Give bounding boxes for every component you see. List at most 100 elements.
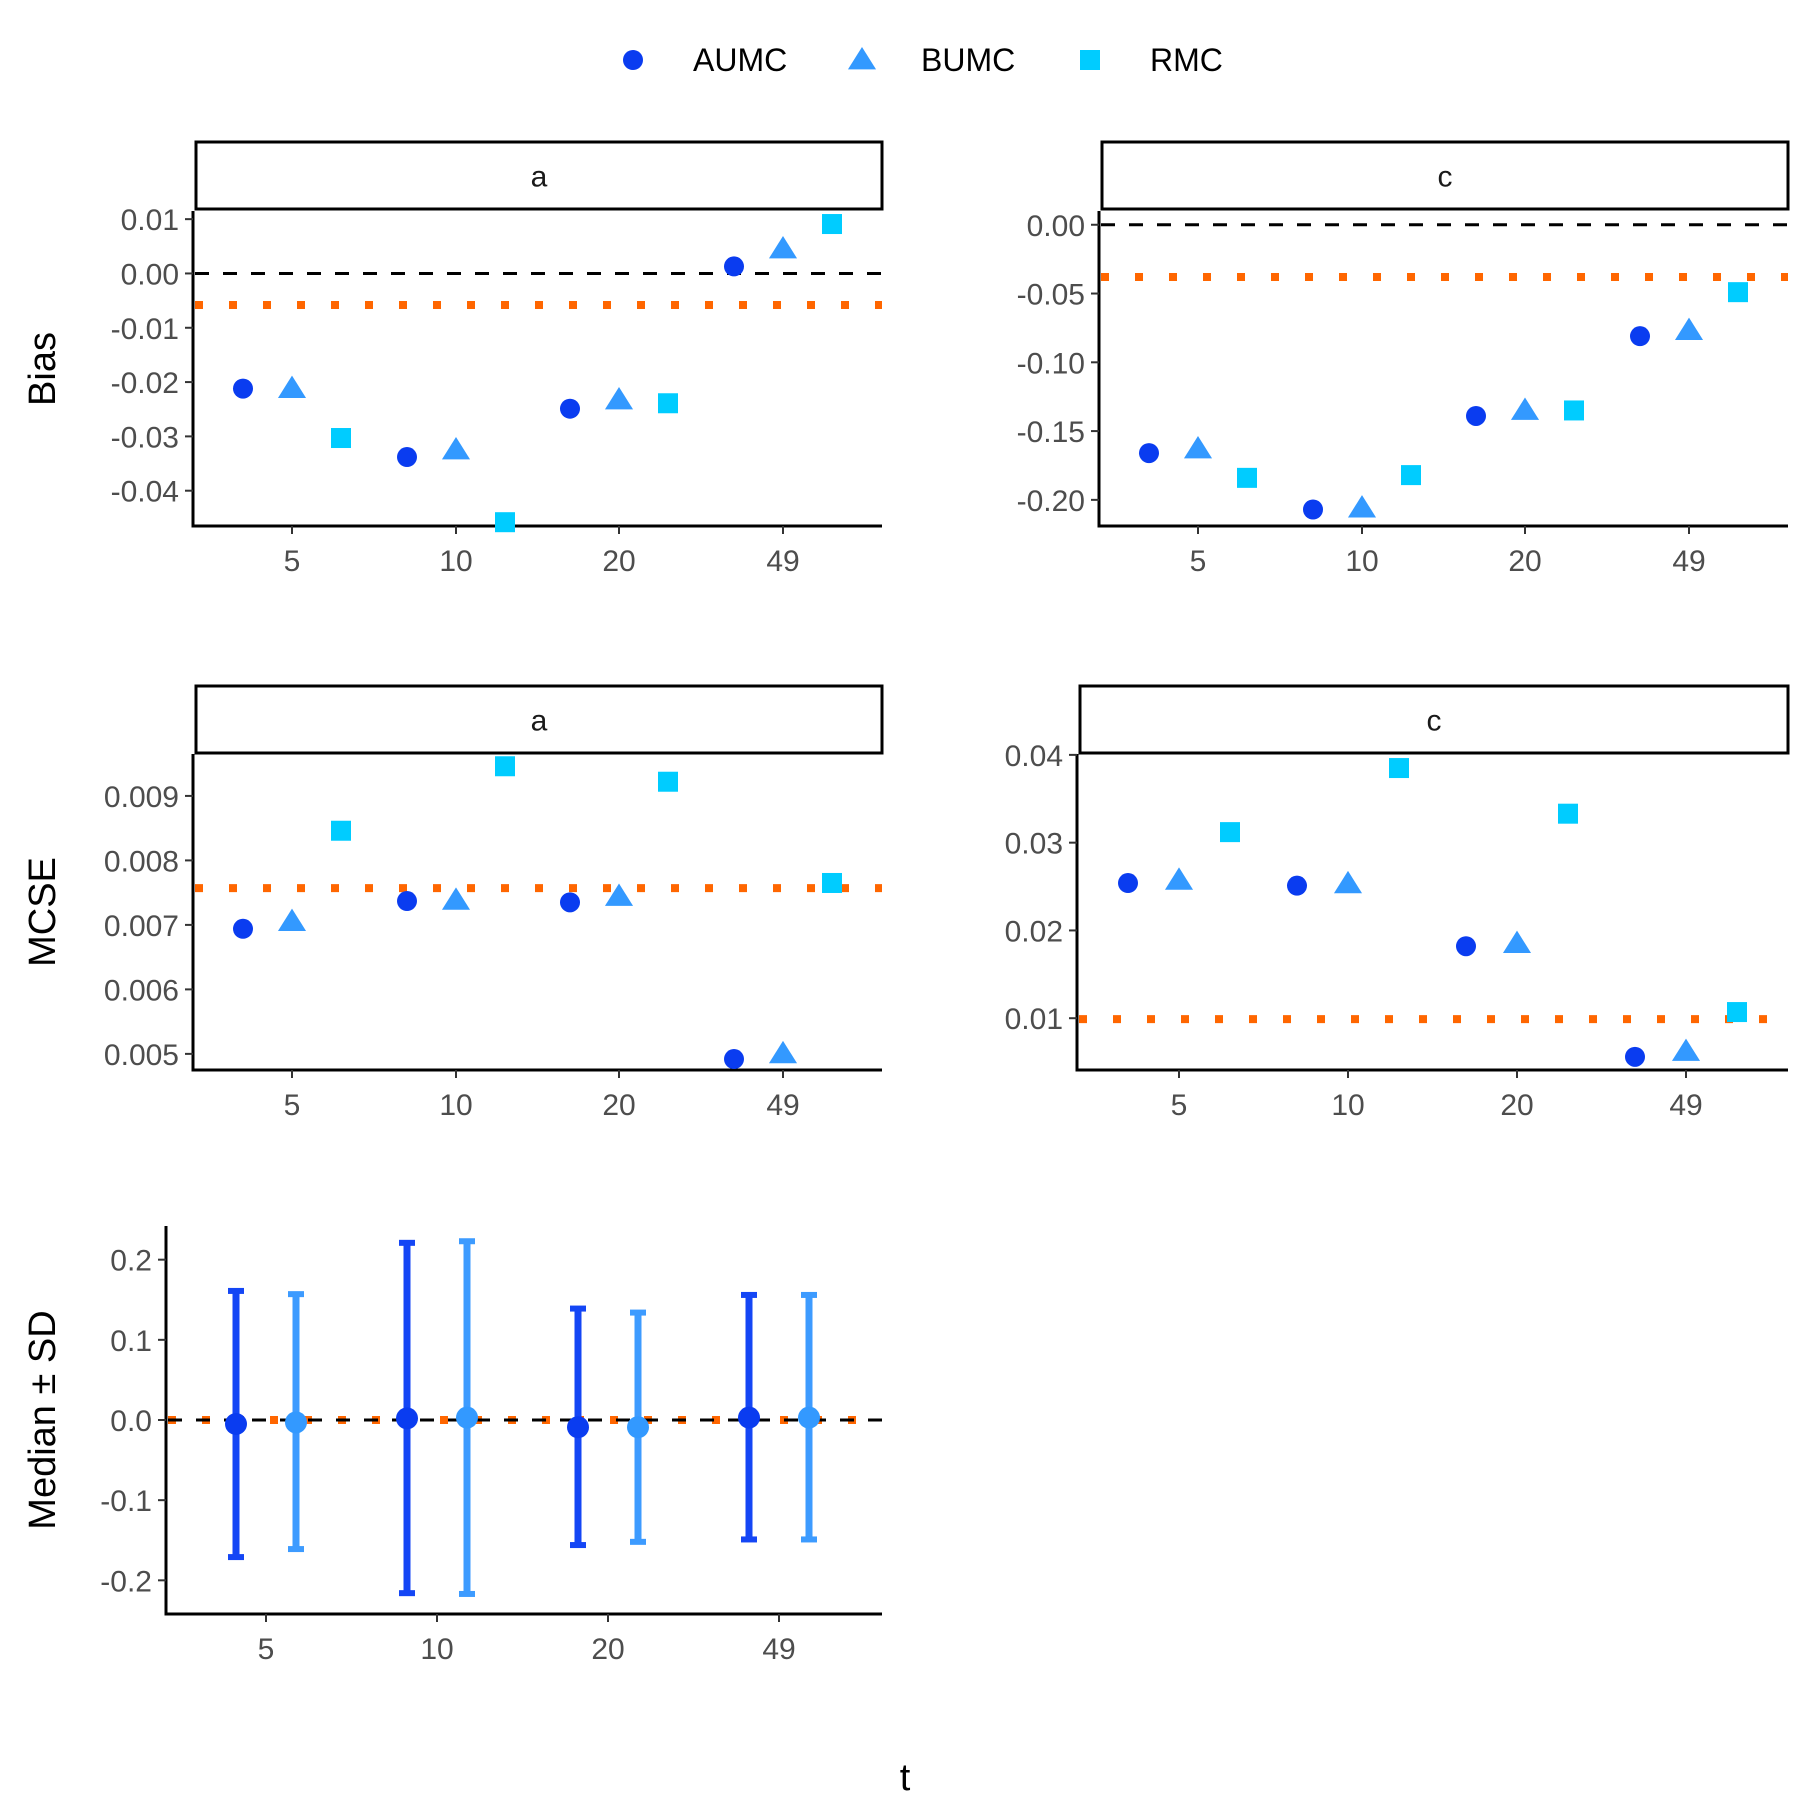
point-bumc (604, 883, 634, 906)
facet-label-a: a (531, 161, 548, 194)
point-aumc (1456, 936, 1476, 957)
y-axis-title: Bias (22, 332, 64, 406)
y-tick-label: -0.15 (1017, 416, 1085, 449)
y-tick-label: 0.03 (1005, 828, 1063, 861)
point-bumc (768, 1040, 798, 1064)
x-tick-label: 49 (1669, 1089, 1702, 1122)
y-tick-label: -0.02 (111, 367, 179, 400)
median-point-aumc (225, 1413, 247, 1436)
x-tick-label: 10 (439, 1089, 472, 1122)
point-rmc (331, 428, 351, 449)
point-rmc (1401, 465, 1421, 486)
y-tick-label: 0.04 (1005, 740, 1063, 773)
point-bumc (1671, 1038, 1701, 1061)
point-rmc (658, 771, 678, 792)
point-bumc (768, 236, 798, 259)
point-rmc (1389, 758, 1409, 779)
point-bumc (604, 387, 634, 410)
facet-strip (194, 140, 884, 211)
x-tick-label: 20 (602, 1089, 635, 1122)
y-tick-label: -0.10 (1017, 347, 1085, 380)
x-tick-label: 20 (1500, 1089, 1533, 1122)
x-tick-label: 5 (258, 1633, 275, 1666)
legend-key-rmc (1080, 50, 1100, 70)
y-tick-label: 0.2 (110, 1245, 152, 1278)
x-tick-label: 49 (1672, 545, 1705, 578)
x-tick-label: 5 (284, 1089, 301, 1122)
x-tick-label: 10 (1345, 545, 1378, 578)
y-tick-label: 0.0 (110, 1405, 152, 1438)
y-tick-label: -0.2 (100, 1565, 152, 1598)
point-aumc (397, 447, 417, 468)
point-aumc (724, 1049, 744, 1070)
legend-key-bumc (847, 47, 877, 70)
point-bumc (1164, 867, 1194, 890)
point-rmc (495, 512, 515, 533)
y-axis-title: Median ± SD (22, 1310, 64, 1529)
legend-key-aumc (623, 50, 643, 70)
point-rmc (1237, 467, 1257, 488)
y-tick-label: 0.008 (104, 845, 179, 878)
y-axis-title: MCSE (22, 857, 64, 967)
x-tick-label: 20 (591, 1633, 624, 1666)
point-rmc (1564, 400, 1584, 421)
panel-mcse-c: c 0.04 0.03 0.02 0.01 5 10 20 49 (1005, 684, 1790, 1122)
point-bumc (277, 908, 307, 932)
x-tick-label: 20 (602, 545, 635, 578)
point-aumc (1287, 875, 1307, 896)
legend-label-aumc: AUMC (693, 42, 787, 78)
point-aumc (724, 256, 744, 277)
point-bumc (1347, 495, 1377, 518)
x-axis-title: t (900, 1757, 911, 1799)
x-tick-label: 10 (1331, 1089, 1364, 1122)
y-tick-label: -0.05 (1017, 279, 1085, 312)
y-tick-label: 0.005 (104, 1039, 179, 1072)
point-rmc (658, 393, 678, 414)
point-aumc (1466, 405, 1486, 426)
legend-label-rmc: RMC (1150, 42, 1223, 78)
panel-mcse-a: a 0.009 0.008 0.007 0.006 0.005 5 10 20 49 MCSE (22, 684, 884, 1122)
point-aumc (1630, 326, 1650, 347)
panel-median-sd: 0.2 0.1 0.0 -0.1 -0.2 5 10 20 49 Median ± SD (22, 1226, 882, 1666)
y-tick-label: -0.20 (1017, 485, 1085, 518)
facet-label-c: c (1427, 705, 1442, 738)
point-bumc (1183, 435, 1213, 459)
facet-strip (1100, 140, 1790, 211)
facet-label-a: a (531, 705, 548, 738)
point-rmc (1558, 803, 1578, 824)
point-aumc (560, 398, 580, 419)
point-bumc (277, 375, 307, 398)
y-tick-label: -0.01 (111, 313, 179, 346)
panels: a 0.01 0.00 -0.01 -0.02 -0.03 -0.04 5 10 20 49 Bias… (22, 140, 1790, 1666)
point-bumc (1502, 930, 1532, 953)
point-rmc (1220, 822, 1240, 843)
x-tick-label: 49 (766, 1089, 799, 1122)
point-bumc (1674, 317, 1704, 341)
x-tick-label: 5 (1171, 1089, 1188, 1122)
y-tick-label: 0.01 (1005, 1003, 1063, 1036)
median-point-bumc (798, 1406, 820, 1429)
y-tick-label: 0.1 (110, 1325, 152, 1358)
legend: AUMC BUMC RMC (623, 42, 1223, 78)
point-rmc (1728, 282, 1748, 303)
point-rmc (822, 872, 842, 893)
panel-bias-a: a 0.01 0.00 -0.01 -0.02 -0.03 -0.04 5 10 20 49 Bias (22, 140, 884, 578)
point-bumc (441, 887, 471, 910)
point-rmc (1727, 1002, 1747, 1023)
y-tick-label: 0.007 (104, 910, 179, 943)
facet-strip (1078, 684, 1790, 755)
point-aumc (560, 892, 580, 913)
y-tick-label: 0.009 (104, 781, 179, 814)
point-rmc (822, 214, 842, 235)
median-point-bumc (627, 1416, 649, 1439)
point-aumc (1303, 499, 1323, 520)
y-tick-label: 0.00 (1027, 210, 1085, 243)
median-point-aumc (396, 1407, 418, 1430)
y-tick-label: 0.02 (1005, 915, 1063, 948)
y-tick-label: -0.04 (111, 476, 179, 509)
y-tick-label: -0.03 (111, 421, 179, 454)
x-tick-label: 20 (1508, 545, 1541, 578)
point-aumc (1625, 1046, 1645, 1067)
point-aumc (397, 891, 417, 912)
point-bumc (1333, 870, 1363, 894)
